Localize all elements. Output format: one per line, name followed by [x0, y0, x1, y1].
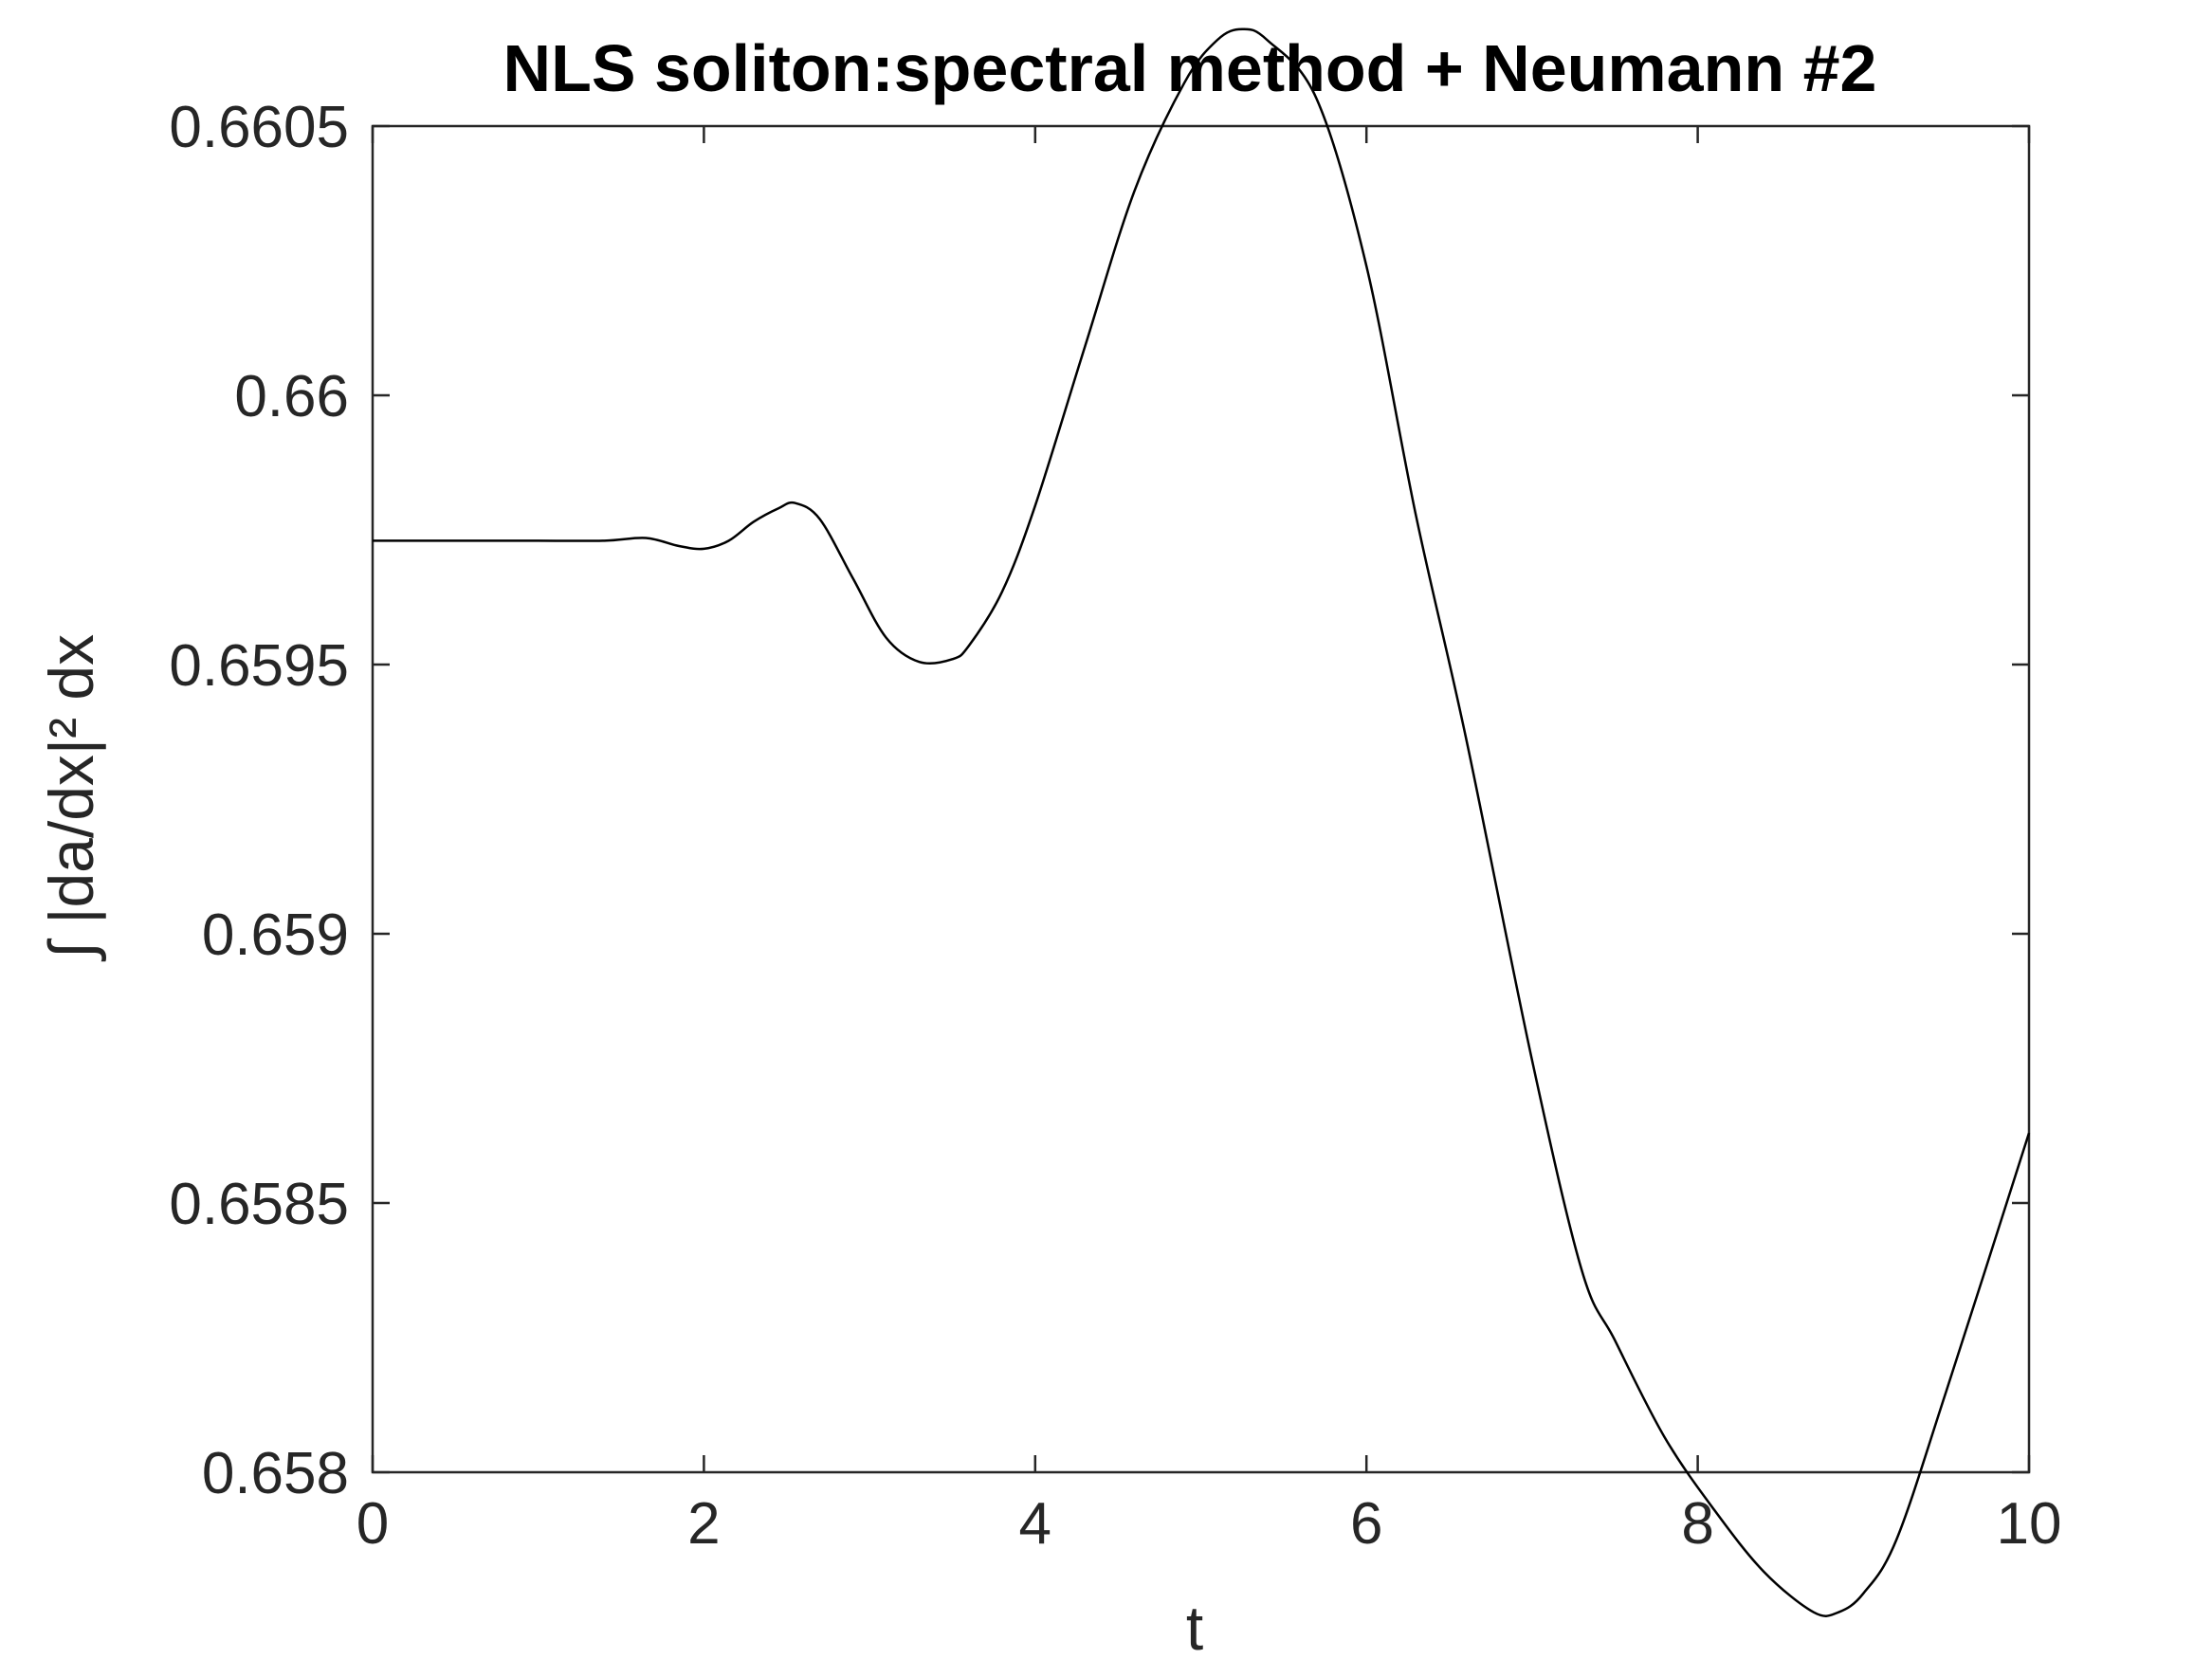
- x-tick-label: 4: [1019, 1491, 1051, 1557]
- y-tick-label: 0.6605: [169, 95, 349, 160]
- y-axis-title: ∫ |da/dx|² dx: [36, 634, 106, 962]
- series-line: [372, 27, 2031, 1617]
- y-tick-label: 0.658: [202, 1441, 349, 1506]
- x-tick-label: 2: [687, 1491, 720, 1557]
- y-tick-label: 0.66: [234, 364, 349, 429]
- x-tick-label: 0: [356, 1491, 389, 1557]
- y-tick-label: 0.6585: [169, 1172, 349, 1237]
- x-tick-label: 10: [1997, 1491, 2062, 1557]
- x-tick-label: 6: [1350, 1491, 1382, 1557]
- y-tick-label: 0.659: [202, 902, 349, 968]
- x-axis-title: t: [1186, 1593, 1203, 1659]
- axes-box: [371, 124, 2031, 1474]
- y-tick-label: 0.6595: [169, 633, 349, 699]
- chart-title: NLS soliton:spectral method + Neumann #2: [503, 31, 1877, 105]
